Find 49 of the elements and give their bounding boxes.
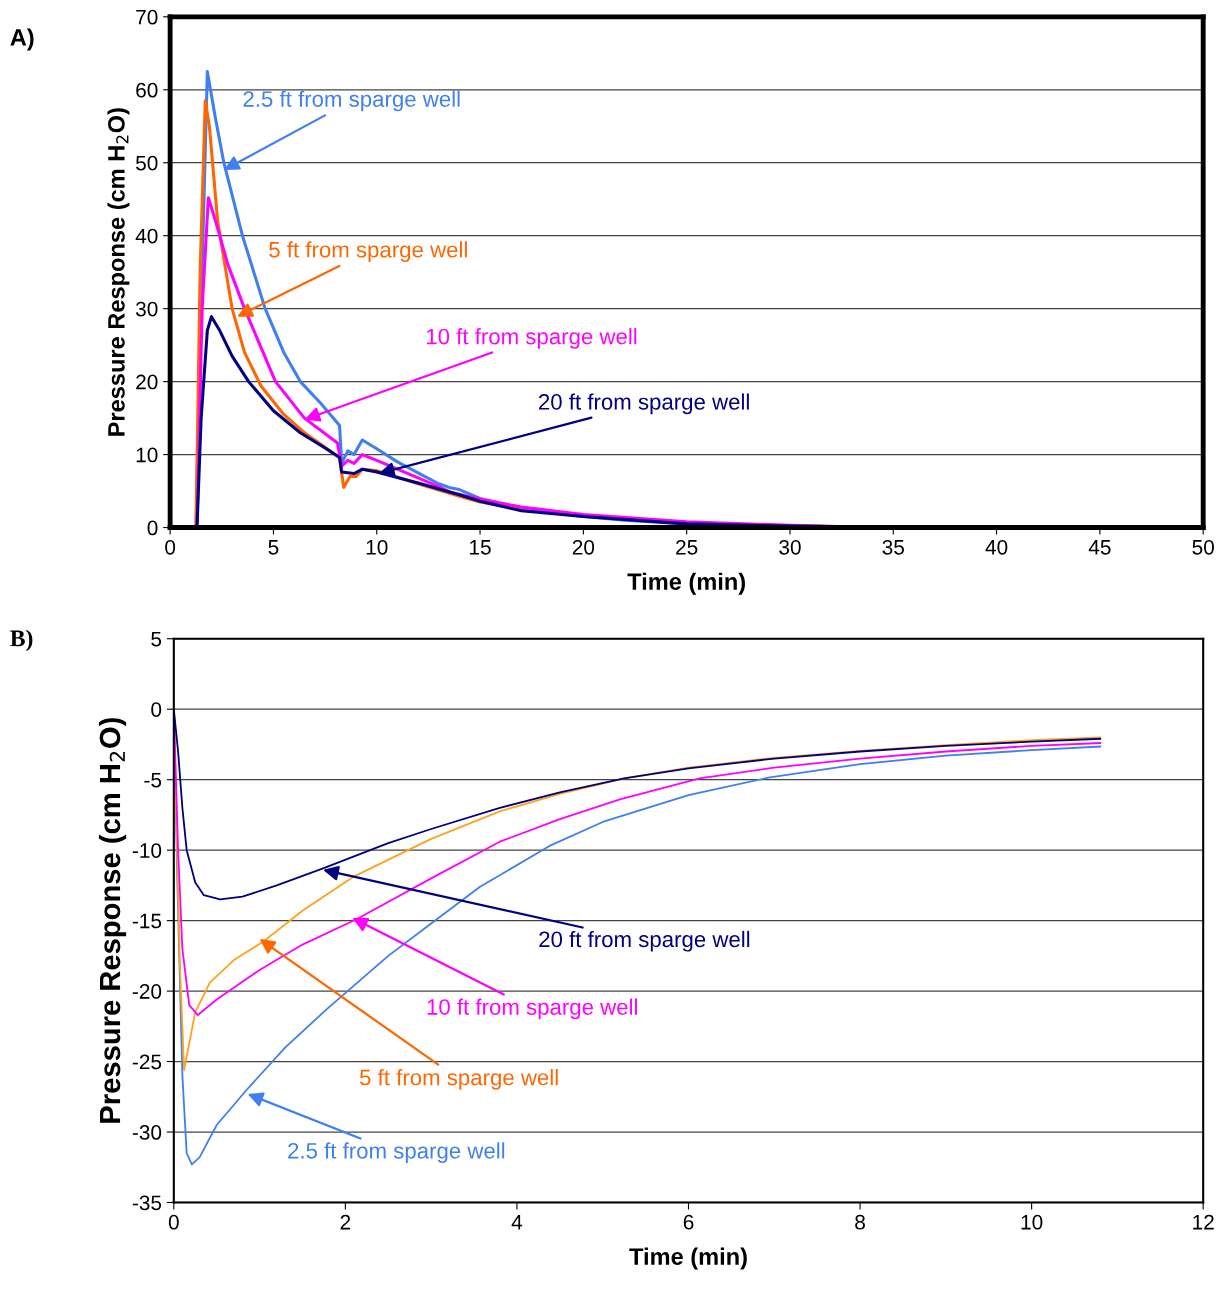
x-tick-label: 2 xyxy=(340,1214,351,1230)
annotation: 10 ft from sparge well xyxy=(427,328,637,349)
annotation: 5 ft from sparge well xyxy=(269,241,467,262)
annotation: 2.5 ft from sparge well xyxy=(243,90,460,112)
y-tick-label: -25 xyxy=(132,1054,162,1070)
y-axis-title: Pressure Response (cm H$_{2}$O) xyxy=(98,718,127,1123)
annotation: 5 ft from sparge well xyxy=(359,1069,558,1090)
x-tick-label: 5 xyxy=(268,540,279,555)
y-tick-label: -20 xyxy=(132,984,162,999)
y-tick-label: 20 xyxy=(136,374,158,390)
y-tick-label: 50 xyxy=(135,155,158,171)
annotation: 20 ft from sparge well xyxy=(539,393,749,415)
x-tick-label: 30 xyxy=(779,539,801,555)
y-tick-label: 0 xyxy=(151,702,162,717)
y-tick-label: 10 xyxy=(136,447,158,463)
y-tick-label: 70 xyxy=(136,9,158,25)
x-tick-label: 40 xyxy=(985,539,1008,555)
x-tick-label: 12 xyxy=(1193,1214,1214,1230)
x-tick-label: 10 xyxy=(366,539,388,555)
x-tick-label: 8 xyxy=(855,1214,865,1230)
x-tick-label: 20 xyxy=(572,539,595,555)
x-tick-label: 0 xyxy=(168,1214,179,1230)
y-tick-label: 5 xyxy=(151,631,162,647)
x-tick-label: 35 xyxy=(882,539,904,555)
x-tick-label: 10 xyxy=(1021,1214,1043,1230)
x-tick-label: 15 xyxy=(470,540,491,555)
text: A) xyxy=(10,28,34,51)
y-tick-label: 60 xyxy=(136,82,158,98)
y-tick-label: 30 xyxy=(135,301,158,317)
y-tick-label: -35 xyxy=(132,1195,162,1211)
y-axis-title: Pressure Response (cm H$_{2}$O) xyxy=(107,108,130,436)
y-tick-label: 40 xyxy=(135,228,158,244)
x-axis-title: Time (min) xyxy=(627,572,745,595)
annotation: 2.5 ft from sparge well xyxy=(288,1142,505,1164)
x-tick-label: 6 xyxy=(683,1214,694,1230)
x-tick-label: 4 xyxy=(511,1215,523,1230)
y-tick-label: -10 xyxy=(132,843,162,858)
x-tick-label: 45 xyxy=(1088,540,1111,555)
x-axis-title: Time (min) xyxy=(629,1247,747,1270)
x-tick-label: 25 xyxy=(676,539,698,555)
annotation: 10 ft from sparge well xyxy=(427,998,637,1020)
x-tick-label: 0 xyxy=(165,539,176,555)
y-tick-label: 0 xyxy=(147,520,158,536)
annotation: 20 ft from sparge well xyxy=(539,930,750,952)
y-tick-label: -30 xyxy=(132,1125,162,1140)
y-tick-label: -15 xyxy=(132,913,162,929)
x-tick-label: 50 xyxy=(1192,539,1214,555)
text: B) xyxy=(10,629,33,652)
y-tick-label: -5 xyxy=(144,772,162,788)
